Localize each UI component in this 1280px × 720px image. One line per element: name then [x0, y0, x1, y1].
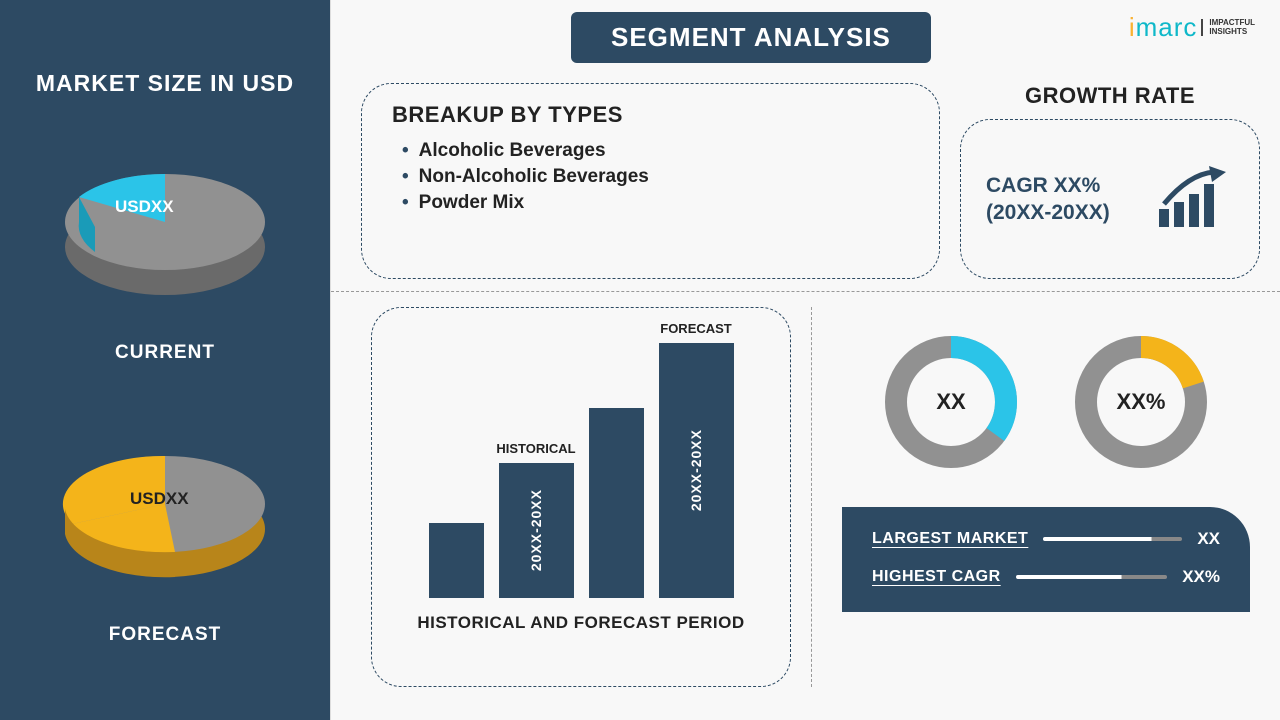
header-row: SEGMENT ANALYSIS: [361, 12, 1260, 63]
bar: 20XX-20XXFORECAST: [659, 343, 734, 598]
donut2-center: XX%: [1117, 389, 1166, 415]
growth-title: GROWTH RATE: [960, 83, 1260, 109]
logo: imarc IMPACTFUL INSIGHTS: [1129, 12, 1255, 43]
donut-2: XX%: [1066, 327, 1216, 477]
pie2-label: FORECAST: [109, 624, 222, 646]
bar: [589, 408, 644, 598]
divider-v: [811, 307, 812, 687]
donut-1: XX: [876, 327, 1026, 477]
info-label: LARGEST MARKET: [872, 530, 1028, 548]
breakup-title: BREAKUP BY TYPES: [392, 102, 909, 128]
info-label: HIGHEST CAGR: [872, 568, 1001, 586]
chart-title: HISTORICAL AND FORECAST PERIOD: [417, 613, 744, 633]
segment-title: SEGMENT ANALYSIS: [571, 12, 931, 63]
divider-h: [331, 291, 1280, 292]
cagr-text: CAGR XX% (20XX-20XX): [986, 172, 1110, 227]
donut1-center: XX: [936, 389, 965, 415]
left-panel: MARKET SIZE IN USD USDXX CURRENT USDXX F…: [0, 0, 330, 720]
info-value: XX: [1197, 529, 1220, 549]
market-size-title: MARKET SIZE IN USD: [36, 70, 294, 97]
list-item: Powder Mix: [402, 192, 909, 214]
info-bar: [1043, 537, 1182, 541]
right-panel: imarc IMPACTFUL INSIGHTS SEGMENT ANALYSI…: [330, 0, 1280, 720]
pie1-label: CURRENT: [115, 342, 215, 364]
growth-box: CAGR XX% (20XX-20XX): [960, 119, 1260, 279]
pie-current: USDXX: [35, 127, 295, 327]
bar: [429, 523, 484, 598]
info-bar: [1016, 575, 1168, 579]
info-panel: LARGEST MARKET XX HIGHEST CAGR XX%: [842, 507, 1250, 612]
info-value: XX%: [1182, 567, 1220, 587]
growth-icon: [1154, 164, 1234, 234]
bar: 20XX-20XXHISTORICAL: [499, 463, 574, 598]
pie-forecast: USDXX: [35, 409, 295, 609]
info-row-1: LARGEST MARKET XX: [872, 529, 1220, 549]
pie2-value: USDXX: [130, 489, 189, 508]
list-item: Alcoholic Beverages: [402, 140, 909, 162]
breakup-box: BREAKUP BY TYPES Alcoholic Beverages Non…: [361, 83, 940, 279]
bars-area: 20XX-20XXHISTORICAL 20XX-20XXFORECAST: [397, 328, 765, 598]
pie1-value: USDXX: [115, 197, 174, 216]
breakup-list: Alcoholic Beverages Non-Alcoholic Bevera…: [392, 140, 909, 214]
chart-box: 20XX-20XXHISTORICAL 20XX-20XXFORECAST HIS…: [371, 307, 791, 687]
list-item: Non-Alcoholic Beverages: [402, 166, 909, 188]
info-row-2: HIGHEST CAGR XX%: [872, 567, 1220, 587]
right-bottom: XX XX% LARGEST MARKET XX HIGHEST: [832, 307, 1260, 687]
